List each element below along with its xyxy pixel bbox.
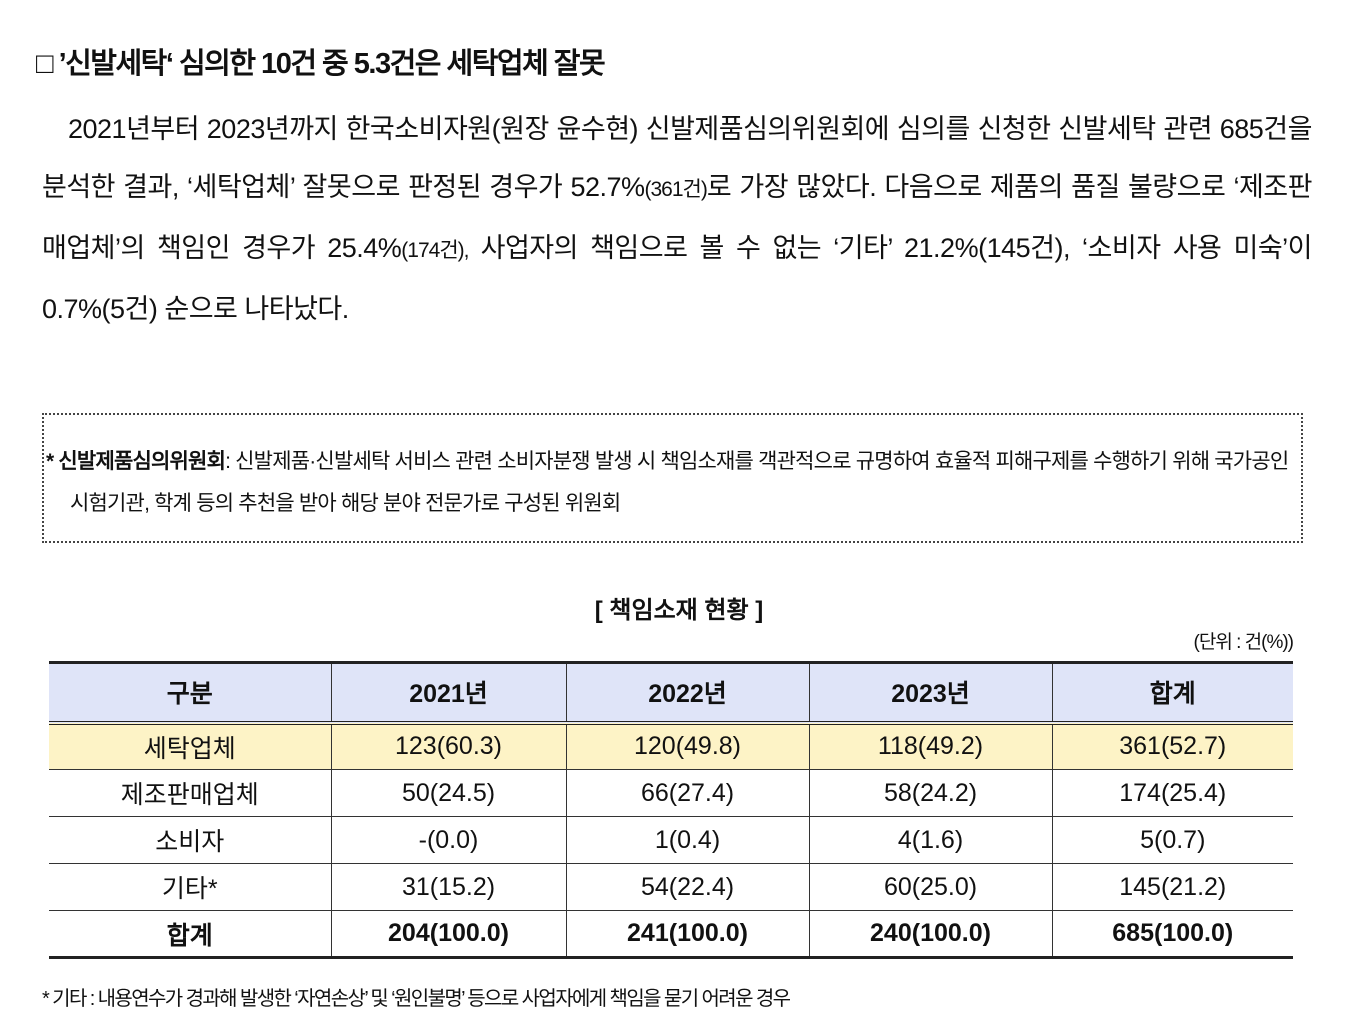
table-cell: 54(22.4) <box>565 863 809 911</box>
header-cell: 2021년 <box>330 662 566 723</box>
table-row: 세탁업체 123(60.3) 120(49.8) 118(49.2) 361(52.7) <box>49 722 1293 770</box>
table-cell: -(0.0) <box>330 816 566 864</box>
text: (174건), <box>401 239 469 262</box>
note-label: * 신발제품심의위원회 <box>46 450 226 473</box>
table-row: 합계 204(100.0) 241(100.0) 240(100.0) 685(100.… <box>49 910 1293 958</box>
table-cell: 174(25.4) <box>1051 769 1293 817</box>
table: 구분 2021년 2022년 2023년 합계 세탁업체 123(60.3) 120(49.… <box>49 661 1293 959</box>
table-cell: 66(27.4) <box>565 769 809 817</box>
table-row: 제조판매업체 50(24.5) 66(27.4) 58(24.2) 174(25.4) <box>49 769 1293 817</box>
text: 사업자의 책임으로 볼 수 없는 ‘기타’ 21.2%(145건), ‘소비자 … <box>42 233 1313 324</box>
table-cell: 123(60.3) <box>330 722 566 770</box>
footnote: * 기타 : 내용연수가 경과해 발생한 ‘자연손상’ 및 ‘원인불명’ 등으로… <box>42 988 791 1010</box>
text: 로 가장 많았다. 다음으로 제품의 품질 불량으로 ‘제조판매업체’의 책임인… <box>42 172 1312 263</box>
table-cell: 120(49.8) <box>565 722 809 770</box>
table-cell: 5(0.7) <box>1051 816 1293 864</box>
text: 2021년부터 2023년까지 한국소비자원(원장 윤수현) 신발제품심의위원회… <box>42 114 1313 202</box>
paragraph: 2021년부터 2023년까지 한국소비자원(원장 윤수현) 신발제품심의위원회… <box>42 100 1313 338</box>
table-cell: 241(100.0) <box>565 910 809 958</box>
table-title: [ 책임소재 현황 ] <box>594 597 764 624</box>
table-cell: 118(49.2) <box>808 722 1052 770</box>
header-cell: 합계 <box>1051 662 1293 723</box>
table-body: 세탁업체 123(60.3) 120(49.8) 118(49.2) 361(52.7)… <box>49 722 1293 958</box>
table-cell: 145(21.2) <box>1051 863 1293 911</box>
note-box: * 신발제품심의위원회: 신발제품·신발세탁 서비스 관련 소비자분쟁 발생 시… <box>42 413 1303 543</box>
table-cell: 1(0.4) <box>565 816 809 864</box>
text: (361건) <box>644 178 708 201</box>
heading: □ ’신발세탁‘ 심의한 10건 중 5.3건은 세탁업체 잘못 <box>36 48 606 80</box>
table-row: 기타* 31(15.2) 54(22.4) 60(25.0) 145(21.2) <box>49 863 1293 911</box>
table-cell: 685(100.0) <box>1051 910 1293 958</box>
header-row: 구분 2021년 2022년 2023년 합계 <box>49 662 1293 723</box>
table-cell: 50(24.5) <box>330 769 566 817</box>
table-cell: 합계 <box>166 921 213 950</box>
header-cell: 2022년 <box>565 662 809 723</box>
table-unit: (단위 : 건(%)) <box>1193 632 1294 653</box>
note-text: : 신발제품·신발세탁 서비스 관련 소비자분쟁 발생 시 책임소재를 객관적으… <box>70 450 1289 515</box>
table-cell: 58(24.2) <box>808 769 1052 817</box>
table-cell: 60(25.0) <box>808 863 1052 911</box>
table-cell: 31(15.2) <box>330 863 566 911</box>
table-cell: 기타* <box>161 875 218 903</box>
header-cell: 구분 <box>166 680 213 709</box>
table-cell: 240(100.0) <box>808 910 1052 958</box>
table-cell: 제조판매업체 <box>120 781 259 809</box>
table-cell: 세탁업체 <box>143 734 236 763</box>
table-cell: 소비자 <box>155 828 225 856</box>
table-cell: 4(1.6) <box>808 816 1052 864</box>
header-cell: 2023년 <box>808 662 1052 723</box>
table-cell: 204(100.0) <box>330 910 566 958</box>
table-row: 소비자 -(0.0) 1(0.4) 4(1.6) 5(0.7) <box>49 816 1293 864</box>
table-cell: 361(52.7) <box>1051 722 1293 770</box>
